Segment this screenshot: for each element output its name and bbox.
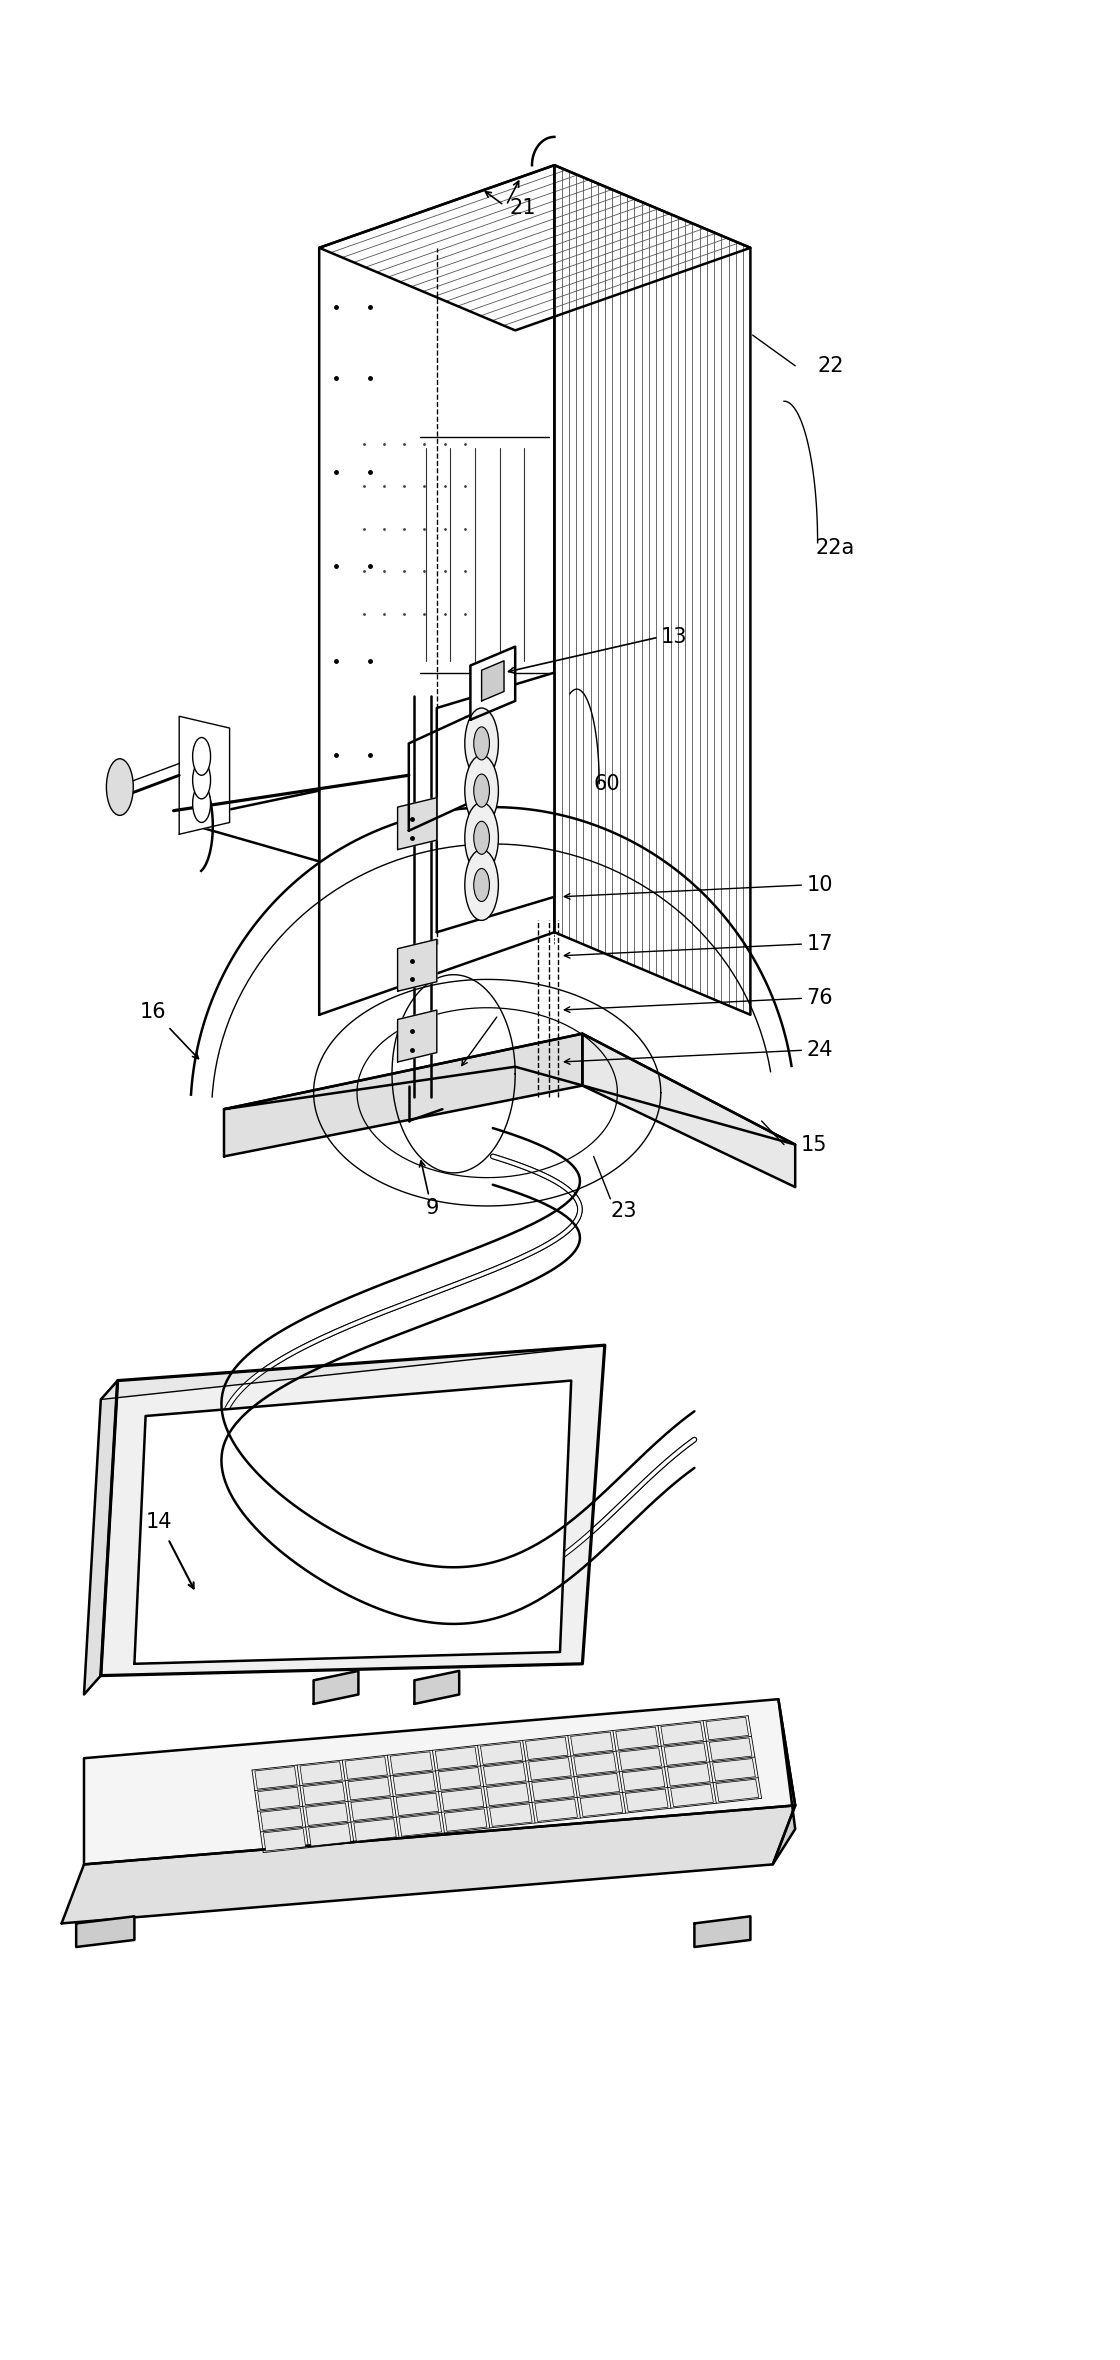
Polygon shape xyxy=(535,1798,578,1822)
Polygon shape xyxy=(393,1772,436,1796)
Polygon shape xyxy=(196,791,319,861)
Circle shape xyxy=(474,868,489,902)
Polygon shape xyxy=(470,647,515,720)
Text: 22a: 22a xyxy=(815,538,855,557)
Text: 16: 16 xyxy=(140,1003,167,1022)
Text: 76: 76 xyxy=(806,989,833,1008)
Polygon shape xyxy=(62,1805,795,1923)
Polygon shape xyxy=(529,1758,571,1779)
Polygon shape xyxy=(258,1787,300,1810)
Polygon shape xyxy=(308,1824,351,1846)
Polygon shape xyxy=(580,1794,623,1817)
Polygon shape xyxy=(625,1789,668,1812)
Polygon shape xyxy=(773,1699,795,1864)
Polygon shape xyxy=(716,1779,758,1801)
Polygon shape xyxy=(570,1732,613,1753)
Text: 13: 13 xyxy=(661,628,688,647)
Text: 24: 24 xyxy=(806,1041,833,1060)
Polygon shape xyxy=(709,1737,752,1761)
Polygon shape xyxy=(302,1782,345,1805)
Text: 60: 60 xyxy=(594,774,620,793)
Circle shape xyxy=(474,727,489,760)
Circle shape xyxy=(474,774,489,807)
Text: 21: 21 xyxy=(510,198,536,217)
Polygon shape xyxy=(616,1728,659,1749)
Polygon shape xyxy=(577,1772,619,1796)
Polygon shape xyxy=(480,1742,523,1765)
Polygon shape xyxy=(712,1758,755,1782)
Polygon shape xyxy=(532,1779,575,1801)
Polygon shape xyxy=(438,1768,480,1789)
Text: 9: 9 xyxy=(426,1199,439,1218)
Polygon shape xyxy=(573,1753,616,1775)
Polygon shape xyxy=(482,661,504,701)
Polygon shape xyxy=(661,1723,703,1744)
Polygon shape xyxy=(300,1761,343,1784)
Text: 15: 15 xyxy=(801,1135,828,1154)
Polygon shape xyxy=(134,1381,571,1664)
Polygon shape xyxy=(351,1798,393,1820)
Polygon shape xyxy=(489,1803,532,1827)
Polygon shape xyxy=(623,1768,665,1791)
Polygon shape xyxy=(694,1916,750,1947)
Polygon shape xyxy=(224,1034,795,1145)
Polygon shape xyxy=(306,1803,348,1827)
Circle shape xyxy=(106,758,133,814)
Polygon shape xyxy=(398,939,437,991)
Polygon shape xyxy=(486,1784,529,1805)
Polygon shape xyxy=(706,1718,748,1739)
Polygon shape xyxy=(319,165,554,1015)
Polygon shape xyxy=(409,715,470,831)
Text: 23: 23 xyxy=(610,1201,637,1220)
Text: 10: 10 xyxy=(806,876,833,894)
Circle shape xyxy=(465,708,498,779)
Polygon shape xyxy=(437,673,554,932)
Polygon shape xyxy=(314,1671,358,1704)
Polygon shape xyxy=(84,1381,118,1694)
Polygon shape xyxy=(525,1737,568,1761)
Polygon shape xyxy=(414,1671,459,1704)
Text: 17: 17 xyxy=(806,935,833,953)
Polygon shape xyxy=(348,1777,391,1801)
Polygon shape xyxy=(354,1820,396,1841)
Circle shape xyxy=(193,736,211,774)
Polygon shape xyxy=(668,1763,710,1787)
Polygon shape xyxy=(619,1749,662,1770)
Circle shape xyxy=(465,802,498,873)
Polygon shape xyxy=(101,1345,605,1399)
Polygon shape xyxy=(255,1768,297,1789)
Polygon shape xyxy=(76,1916,134,1947)
Polygon shape xyxy=(263,1829,306,1850)
Polygon shape xyxy=(390,1751,432,1775)
Polygon shape xyxy=(319,165,750,330)
Circle shape xyxy=(193,760,211,798)
Polygon shape xyxy=(582,1034,795,1187)
Circle shape xyxy=(193,784,211,824)
Circle shape xyxy=(474,821,489,854)
Polygon shape xyxy=(445,1808,487,1831)
Polygon shape xyxy=(441,1789,484,1810)
Polygon shape xyxy=(261,1808,302,1831)
Polygon shape xyxy=(554,165,750,1015)
Polygon shape xyxy=(345,1756,388,1779)
Polygon shape xyxy=(398,798,437,850)
Polygon shape xyxy=(179,715,230,833)
Polygon shape xyxy=(484,1763,526,1784)
Polygon shape xyxy=(84,1699,795,1864)
Circle shape xyxy=(465,755,498,826)
Polygon shape xyxy=(671,1784,713,1808)
Circle shape xyxy=(465,850,498,920)
Polygon shape xyxy=(436,1746,478,1770)
Text: 22: 22 xyxy=(818,356,844,375)
Polygon shape xyxy=(398,1010,437,1062)
Polygon shape xyxy=(399,1815,441,1836)
Text: 14: 14 xyxy=(146,1513,172,1532)
Polygon shape xyxy=(224,1034,582,1156)
Polygon shape xyxy=(664,1742,707,1765)
Polygon shape xyxy=(396,1794,439,1815)
Polygon shape xyxy=(101,1345,605,1676)
